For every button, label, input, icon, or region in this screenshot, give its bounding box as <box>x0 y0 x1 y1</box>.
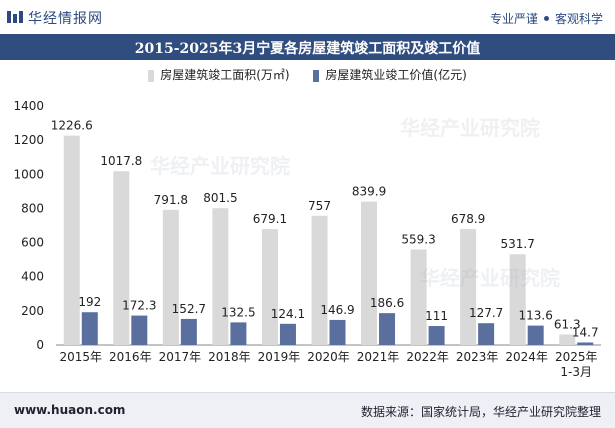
legend-item-area: 房屋建筑竣工面积(万㎡) <box>148 66 290 83</box>
bar-value <box>131 315 148 345</box>
bar-value <box>81 312 98 345</box>
x-tick-label: 2025年 <box>555 350 598 364</box>
y-tick-label: 400 <box>21 270 44 284</box>
data-label-value: 111 <box>425 309 448 323</box>
y-tick-label: 1000 <box>13 167 44 181</box>
bar-area <box>509 254 526 345</box>
bar-area <box>113 171 130 345</box>
data-label-value: 14.7 <box>572 325 599 339</box>
data-label-value: 172.3 <box>122 299 156 313</box>
y-tick-label: 1400 <box>13 99 44 113</box>
x-tick-label: 2024年 <box>505 350 548 364</box>
y-tick-label: 600 <box>21 236 44 250</box>
title-bar: 2015-2025年3月宁夏各房屋建筑竣工面积及竣工价值 <box>0 34 615 60</box>
bar-area <box>460 229 477 345</box>
legend-item-value: 房屋建筑业竣工价值(亿元) <box>313 66 467 83</box>
x-tick-label: 2016年 <box>109 350 152 364</box>
bar-area <box>311 215 328 345</box>
bar-value <box>577 342 594 345</box>
bar-area <box>261 229 278 345</box>
bar-value <box>180 318 197 345</box>
data-label-value: 186.6 <box>370 296 404 310</box>
bar-area <box>212 208 229 345</box>
legend-swatch-value <box>313 69 320 82</box>
bar-value <box>279 323 296 345</box>
y-tick-label: 0 <box>36 338 44 352</box>
data-label-area: 679.1 <box>253 212 287 226</box>
data-label-area: 61.3 <box>554 318 581 332</box>
slogan-left: 专业严谨 <box>489 12 538 26</box>
data-label-value: 127.7 <box>469 306 503 320</box>
bar-area <box>361 201 378 345</box>
bar-area <box>63 135 80 345</box>
slogan-right: 客观科学 <box>554 12 603 26</box>
footer-source: 数据来源：国家统计局，华经产业研究院整理 <box>360 405 601 419</box>
data-label-area: 839.9 <box>352 185 386 199</box>
header-bar: 华经情报网 专业严谨 客观科学 <box>0 0 615 34</box>
x-tick-label: 2023年 <box>456 350 499 364</box>
bar-area <box>162 209 179 345</box>
brand-slogan: 专业严谨 客观科学 <box>490 10 603 27</box>
legend-label-area: 房屋建筑竣工面积(万㎡) <box>160 68 290 82</box>
bar-area <box>410 249 427 345</box>
data-label-area: 757 <box>308 199 331 213</box>
x-tick-label: 2019年 <box>258 350 301 364</box>
data-label-area: 791.8 <box>154 193 188 207</box>
data-label-area: 1226.6 <box>51 119 93 133</box>
data-label-area: 1017.8 <box>100 154 142 168</box>
data-label-area: 531.7 <box>501 237 535 251</box>
data-label-value: 192 <box>78 295 101 309</box>
y-tick-label: 800 <box>21 201 44 215</box>
bar-value <box>329 319 346 345</box>
chart-title: 2015-2025年3月宁夏各房屋建筑竣工面积及竣工价值 <box>134 41 481 57</box>
footer-bar: www.huaon.com 数据来源：国家统计局，华经产业研究院整理 <box>0 392 615 428</box>
data-label-value: 124.1 <box>271 307 305 321</box>
legend-label-value: 房屋建筑业竣工价值(亿元) <box>325 68 467 82</box>
x-tick-label: 2017年 <box>159 350 202 364</box>
x-tick-label: 2018年 <box>208 350 251 364</box>
x-tick-label: 2020年 <box>307 350 350 364</box>
chart-legend: 房屋建筑竣工面积(万㎡) 房屋建筑业竣工价值(亿元) <box>0 66 615 84</box>
x-tick-label: 2015年 <box>59 350 102 364</box>
bar-value <box>478 323 495 345</box>
legend-swatch-area <box>148 69 155 82</box>
y-tick-label: 1200 <box>13 133 44 147</box>
data-label-value: 152.7 <box>172 302 206 316</box>
bar-value <box>428 326 445 345</box>
data-label-value: 132.5 <box>221 305 255 319</box>
x-tick-label: 2021年 <box>357 350 400 364</box>
slogan-dot-icon <box>543 16 549 21</box>
brand-logo-icon <box>7 11 23 23</box>
footer-url: www.huaon.com <box>14 403 126 417</box>
bar-value <box>379 313 396 345</box>
data-label-area: 559.3 <box>401 233 435 247</box>
data-label-value: 113.6 <box>519 309 553 323</box>
y-tick-label: 200 <box>21 304 44 318</box>
bar-value <box>230 322 247 345</box>
data-label-area: 801.5 <box>203 191 237 205</box>
bar-area <box>559 334 576 345</box>
bar-chart: 0 200 400 600 800 1000 1200 1400 1226.6 192 2015年 1… <box>13 99 601 379</box>
x-tick-label: 1-3月 <box>560 365 592 379</box>
brand-name: 华经情报网 <box>28 11 103 27</box>
data-label-area: 678.9 <box>451 212 485 226</box>
x-tick-label: 2022年 <box>406 350 449 364</box>
bar-value <box>527 325 544 345</box>
data-label-value: 146.9 <box>320 303 354 317</box>
